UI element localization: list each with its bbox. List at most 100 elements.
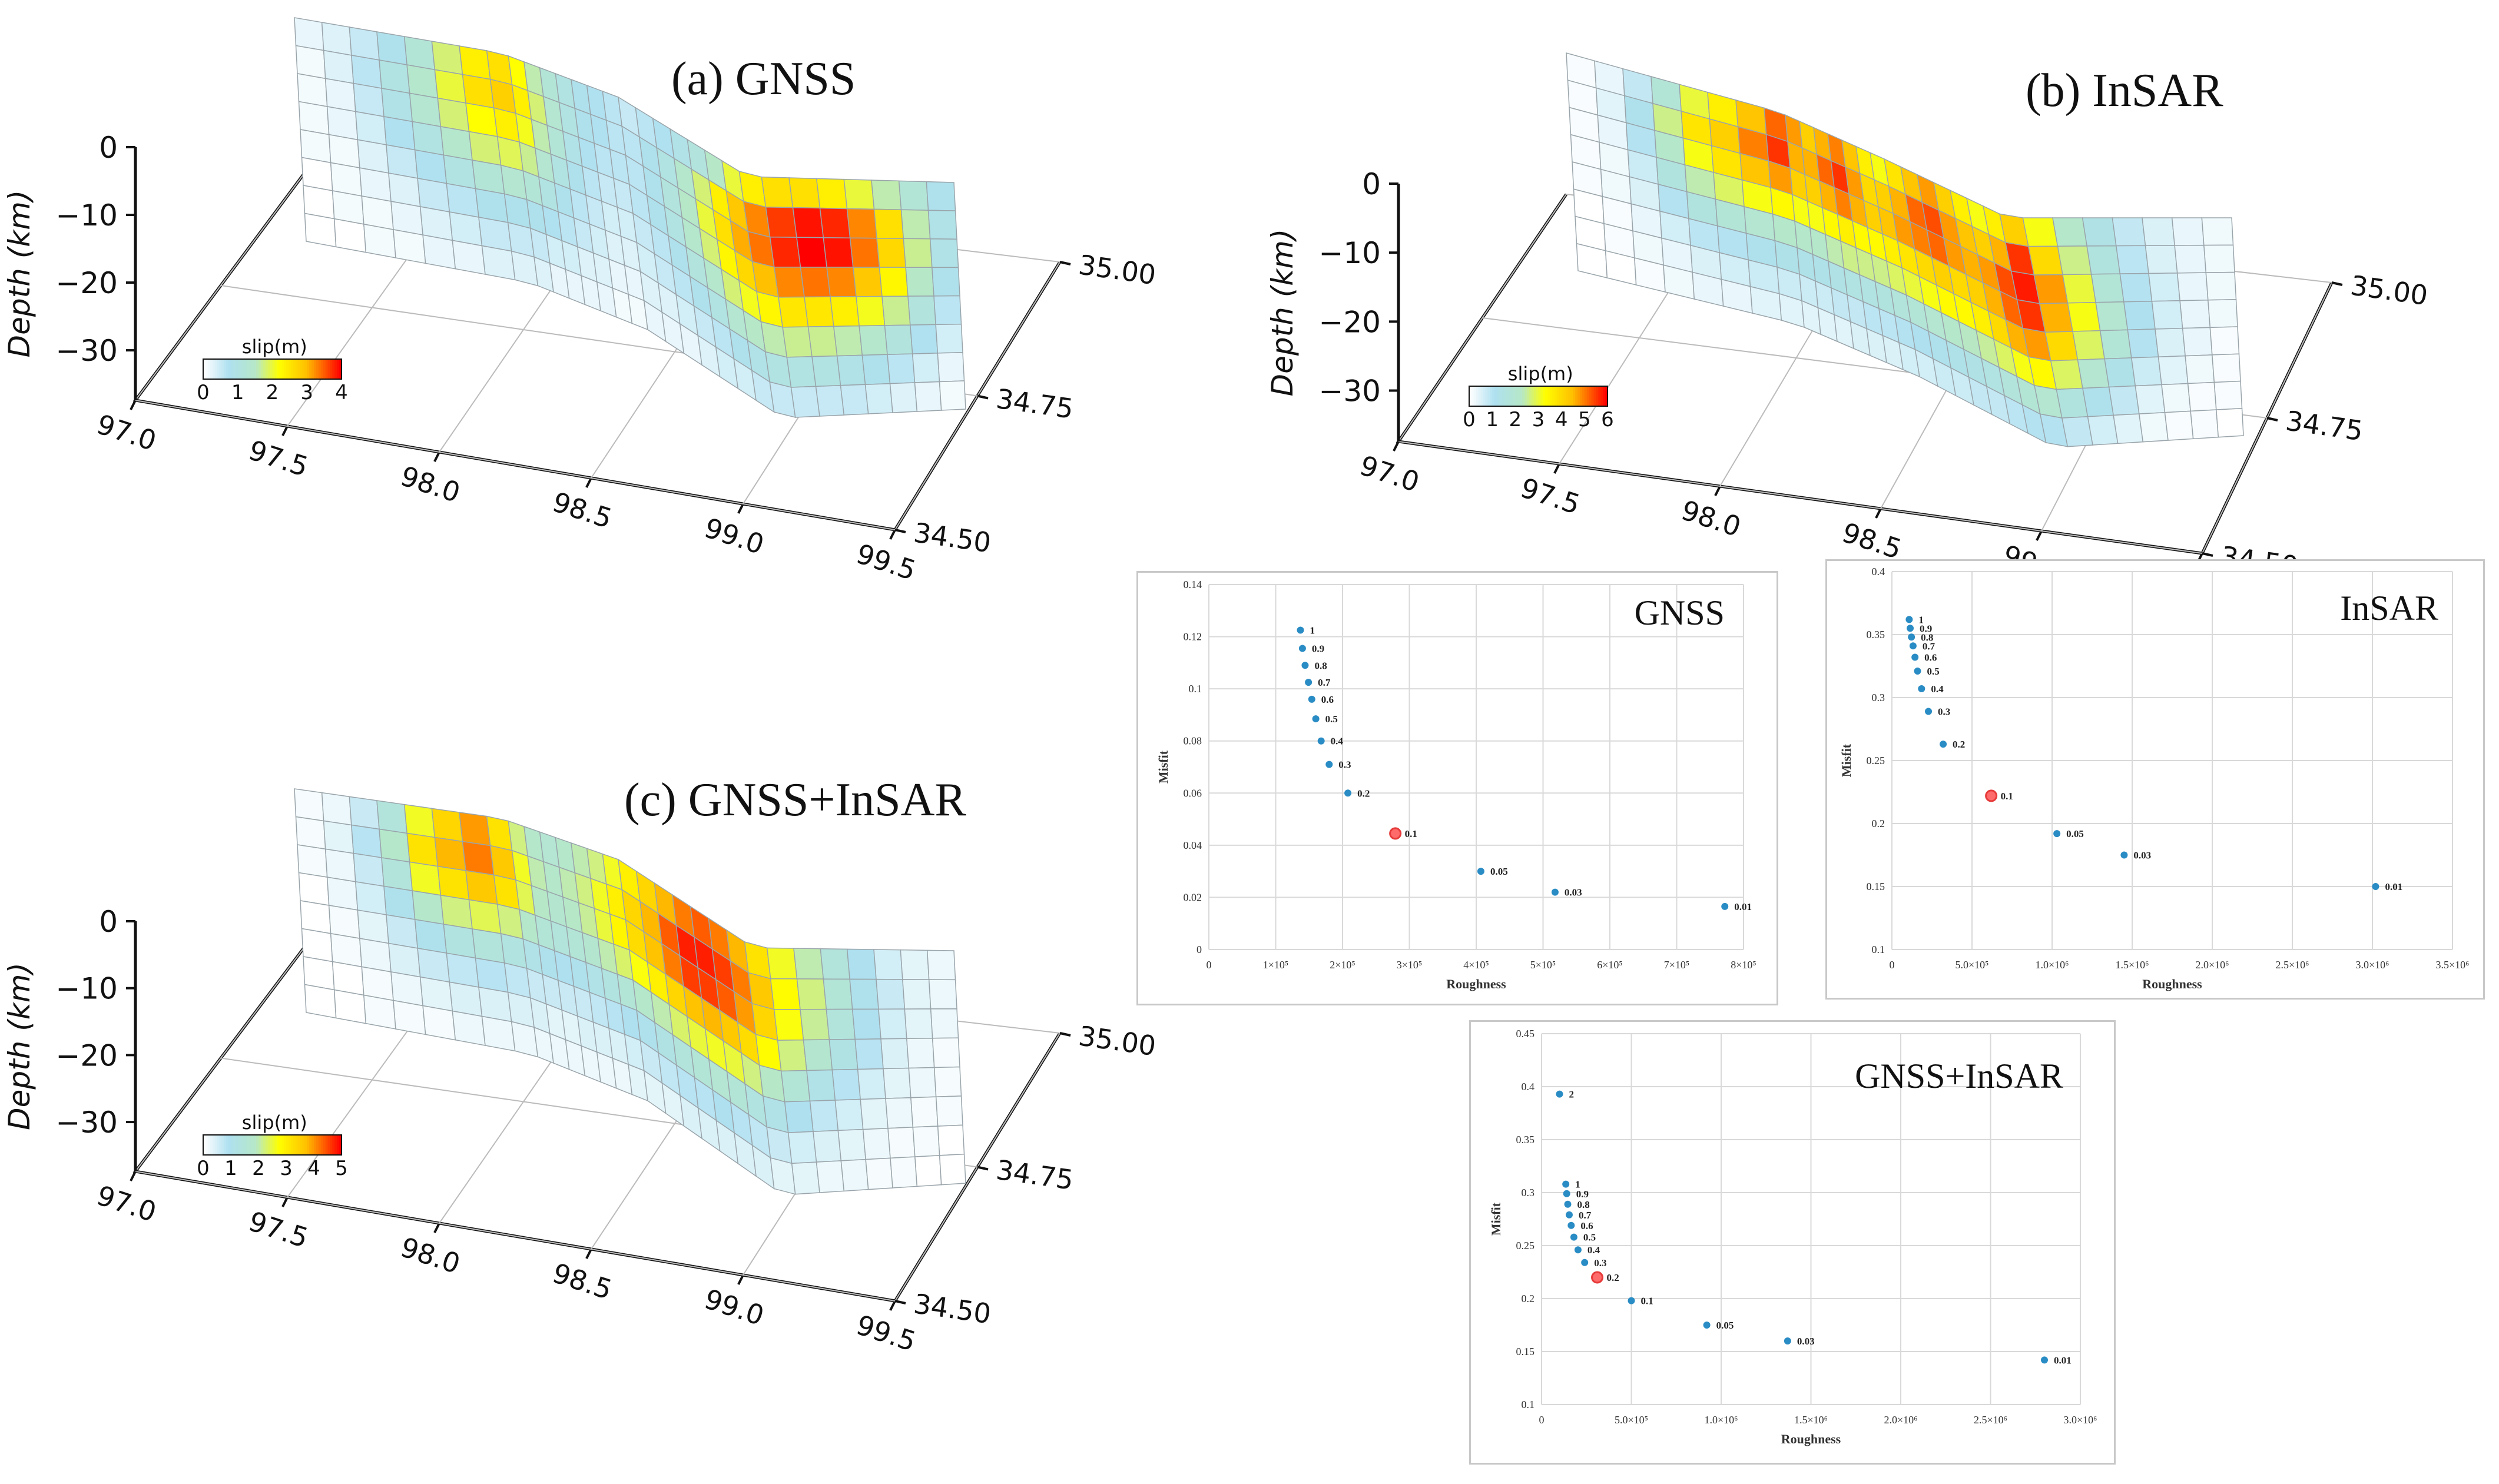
colorbar-swatch [228, 359, 231, 379]
slip-patch [806, 1069, 836, 1102]
slip-panel-joint: 97.0 97.5 98.0 98.5 99.0 99.5 35.00 34.75 34.50 0… [0, 771, 1178, 1357]
data-point [1312, 715, 1320, 723]
slip-patch [773, 1008, 804, 1041]
slip-patch [323, 49, 354, 84]
slip-patch [459, 812, 491, 846]
lon-tick [130, 1171, 137, 1181]
colorbar-swatch [300, 359, 303, 379]
slip-patch [939, 1153, 966, 1186]
x-tick-label: 1.5×10⁶ [2116, 959, 2149, 971]
slip-patch [912, 1126, 940, 1157]
slip-patch [811, 355, 841, 387]
point-label: 0.6 [1924, 652, 1937, 663]
lon-tick-label: 99.5 [853, 1309, 920, 1357]
y-axis-label: Misfit [1156, 750, 1171, 784]
colorbar-swatch [1554, 386, 1557, 406]
colorbar-tick-label: 2 [252, 1157, 265, 1180]
slip-patch [2052, 217, 2088, 247]
colorbar-swatch [1531, 386, 1534, 406]
colorbar-swatch [1543, 386, 1546, 406]
slip-patch [871, 180, 902, 211]
plot-title: GNSS [1635, 593, 1725, 632]
lon-tick [889, 529, 896, 540]
colorbar-swatch [314, 359, 317, 379]
point-label: 0.4 [1931, 683, 1944, 695]
slip-patch [784, 1100, 814, 1133]
slip-patch [2201, 217, 2234, 246]
lat-tick [2331, 281, 2343, 286]
slip-patch [2050, 359, 2083, 390]
colorbar-swatch [1545, 386, 1549, 406]
colorbar-swatch [1570, 386, 1574, 406]
colorbar-swatch [1550, 386, 1553, 406]
colorbar-swatch [242, 359, 246, 379]
colorbar-swatch [307, 1135, 310, 1155]
colorbar-swatch [325, 1135, 329, 1155]
slip-patch [761, 176, 794, 208]
colorbar-frame [203, 358, 342, 380]
slip-patch [898, 180, 929, 211]
x-tick-label: 1.0×10⁶ [1705, 1414, 1738, 1426]
data-point [1551, 888, 1559, 896]
colorbar-swatch [260, 359, 264, 379]
colorbar-swatch [1508, 386, 1512, 406]
slip-patch [294, 788, 324, 822]
slip-patch [2142, 217, 2175, 247]
slip-patch [807, 326, 838, 357]
colorbar-swatch [334, 1135, 338, 1155]
x-tick-label: 3.0×10⁶ [2356, 959, 2389, 971]
colorbar-swatch [226, 1135, 230, 1155]
colorbar-swatch [286, 359, 289, 379]
colorbar-swatch [217, 1135, 220, 1155]
colorbar-swatch [1497, 386, 1500, 406]
slip-patch [2082, 217, 2117, 247]
depth-tick-label: −10 [55, 198, 118, 233]
colorbar-swatch [272, 359, 276, 379]
data-point [2372, 883, 2379, 890]
colorbar-swatch [263, 1135, 266, 1155]
data-point [1477, 868, 1484, 875]
point-label: 0.05 [1716, 1320, 1734, 1331]
colorbar-swatch [1469, 386, 1472, 406]
slip-patch [2115, 245, 2149, 274]
depth-tick-label: 0 [99, 131, 118, 165]
y-tick-label: 0.15 [1867, 881, 1885, 892]
slip-patch [2138, 411, 2169, 443]
slip-patch [2187, 381, 2217, 412]
colorbar-swatch [1605, 386, 1608, 406]
lcurve-gnss: 0 1×10⁵ 2×10⁵ 3×10⁵ 4×10⁵ 5×10⁵ 6×10⁵ 7×10⁵ 8×10… [1156, 579, 1756, 991]
slip-patch [914, 381, 942, 412]
point-label: 0.7 [1579, 1210, 1592, 1221]
slip-patch [813, 1130, 842, 1163]
slip-patch [840, 1158, 869, 1192]
colorbar-swatch [277, 359, 280, 379]
colorbar-swatch [1513, 386, 1516, 406]
colorbar-swatch [1573, 386, 1576, 406]
slip-patch [853, 267, 883, 297]
colorbar-swatch [311, 359, 314, 379]
data-point [1298, 645, 1306, 652]
slip-patch [381, 857, 413, 892]
colorbar-swatch [293, 1135, 296, 1155]
lon-tick [1714, 486, 1721, 496]
colorbar-swatch [233, 1135, 236, 1155]
colorbar-swatch [224, 1135, 227, 1155]
y-tick-label: 0.25 [1867, 755, 1885, 766]
panel-title: (a) GNSS [671, 53, 856, 105]
slip-panel-insar: 97.097.598.098.599.099.535.0034.7534.500… [1265, 24, 2497, 610]
lcurve-joint: 0 5.0×10⁵ 1.0×10⁶ 1.5×10⁶ 2.0×10⁶ 2.5×10⁶ 3.0×… [1489, 1028, 2097, 1446]
colorbar-swatch [337, 1135, 340, 1155]
x-tick-label: 2.5×10⁶ [1974, 1414, 2007, 1426]
slip-patch [2185, 354, 2215, 384]
depth-tick-label: 0 [1362, 167, 1381, 201]
slip-patch [2179, 299, 2211, 329]
slip-patch [321, 792, 352, 826]
slip-patch [828, 1038, 859, 1071]
slip-patch [379, 828, 410, 863]
slip-patch [859, 325, 888, 356]
x-tick-label: 2.0×10⁶ [2196, 959, 2229, 971]
y-tick-label: 0.3 [1872, 692, 1885, 703]
slip-patch [926, 950, 956, 981]
colorbar-swatch [302, 1135, 306, 1155]
colorbar-swatch [240, 1135, 243, 1155]
